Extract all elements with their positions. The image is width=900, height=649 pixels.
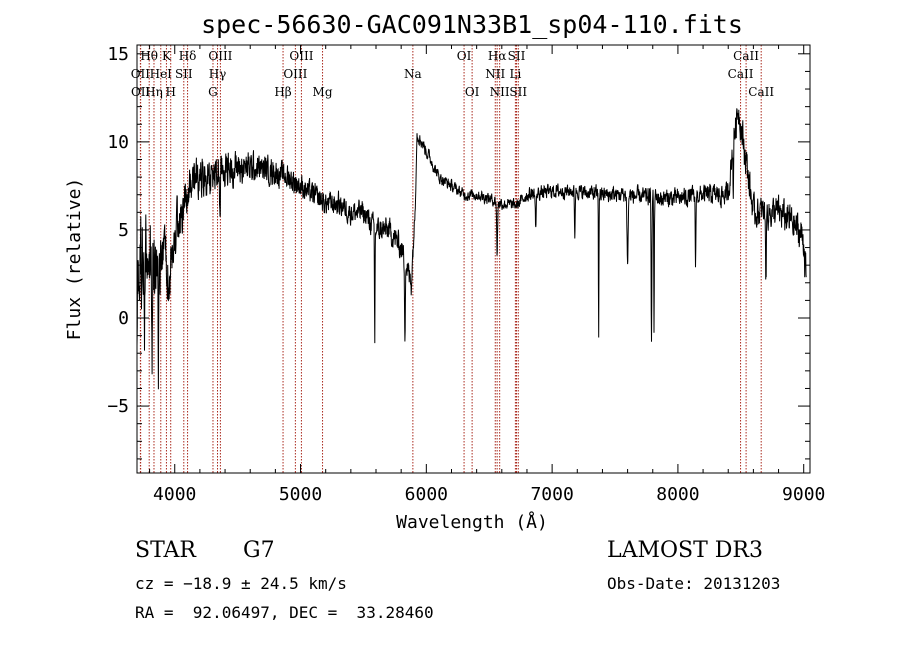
x-tick-label: 5000 — [279, 484, 322, 505]
plot-frame — [136, 44, 811, 474]
line-label: G — [208, 85, 218, 99]
survey-name: LAMOST DR3 — [607, 538, 763, 563]
y-tick-label: 5 — [118, 220, 129, 241]
x-tick-label: 7000 — [530, 484, 573, 505]
line-label: CaII — [728, 67, 754, 81]
x-tick-label: 8000 — [656, 484, 699, 505]
line-label: Na — [404, 67, 422, 81]
line-label: Hγ — [209, 67, 227, 81]
line-label: SII — [509, 85, 527, 99]
line-label: CaII — [733, 49, 759, 63]
y-tick-label: 15 — [107, 44, 129, 65]
x-tick-label: 6000 — [405, 484, 448, 505]
axis-ticks: 4000 5000 6000 7000 8000 9000 −5 0 5 10 15 — [107, 44, 825, 505]
y-tick-label: 0 — [118, 308, 129, 329]
line-label: CaII — [748, 85, 774, 99]
line-label: OI — [457, 49, 472, 63]
line-label: Hη — [145, 85, 163, 99]
line-label: Hθ — [140, 49, 158, 63]
x-axis-label: Wavelength (Å) — [396, 511, 548, 533]
redshift-cz: cz = −18.9 ± 24.5 km/s — [135, 574, 347, 593]
line-label: OIII — [289, 49, 313, 63]
observation-date: Obs-Date: 20131203 — [607, 574, 781, 593]
line-label: NII — [490, 85, 510, 99]
line-label: K — [162, 49, 172, 63]
line-label: Li — [509, 67, 521, 81]
line-label: HeI — [150, 67, 173, 81]
chart-title: spec-56630-GAC091N33B1_sp04-110.fits — [201, 10, 743, 39]
line-label: SII — [175, 67, 193, 81]
line-label: Hβ — [274, 85, 291, 99]
x-tick-label: 4000 — [153, 484, 196, 505]
line-label: SII — [508, 49, 526, 63]
coordinates: RA = 92.06497, DEC = 33.28460 — [135, 603, 434, 622]
y-tick-label: 10 — [107, 132, 129, 153]
spectrum-line — [136, 108, 807, 390]
line-label: OII — [131, 67, 151, 81]
line-label: H — [165, 85, 175, 99]
line-markers — [139, 45, 762, 473]
line-label: OIII — [283, 67, 307, 81]
y-tick-label: −5 — [107, 396, 129, 417]
line-label: Mg — [313, 85, 333, 99]
line-label: OIII — [208, 49, 232, 63]
object-type: STAR — [135, 538, 196, 563]
line-label: OII — [131, 85, 151, 99]
x-tick-label: 9000 — [782, 484, 825, 505]
line-label: Hα — [488, 49, 507, 63]
y-axis-label: Flux (relative) — [64, 178, 85, 341]
line-label: OI — [465, 85, 480, 99]
line-label: NII — [485, 67, 505, 81]
object-subclass: G7 — [243, 538, 275, 563]
line-label: Hδ — [179, 49, 197, 63]
